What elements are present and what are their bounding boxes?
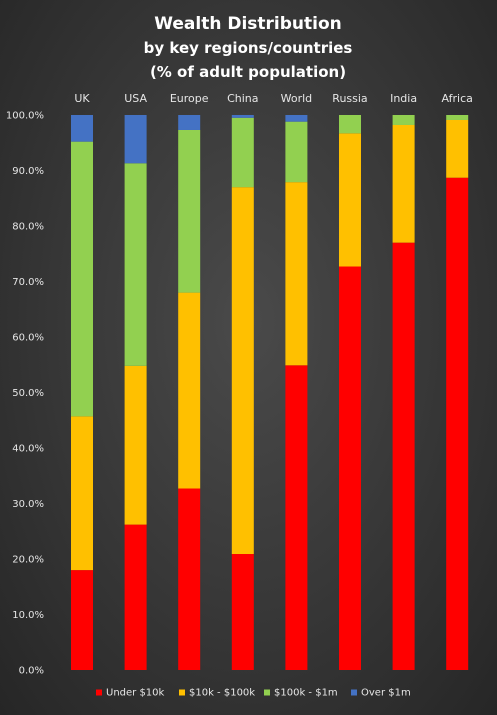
- y-tick-label-4: 40.0%: [12, 444, 44, 455]
- legend-label-1: $10k - $100k: [189, 688, 255, 699]
- bar-usa-series-0: [124, 524, 147, 670]
- bar-usa-series-1: [124, 365, 147, 525]
- legend-swatch-2: [264, 689, 270, 696]
- bar-russia-series-2: [339, 115, 361, 134]
- bar-india-series-1: [392, 124, 415, 243]
- chart-subtitle-line-2: by key regions/countries: [144, 39, 353, 57]
- legend-label-0: Under $10k: [106, 688, 165, 699]
- bar-uk-series-0: [71, 570, 93, 670]
- bar-usa-series-3: [124, 115, 147, 164]
- legend-label-2: $100k - $1m: [274, 688, 338, 699]
- bar-china-series-3: [231, 115, 254, 118]
- y-tick-label-7: 70.0%: [12, 277, 44, 288]
- legend-swatch-3: [351, 689, 357, 696]
- legend-swatch-1: [179, 689, 185, 696]
- category-label-world: World: [281, 92, 313, 105]
- y-tick-label-10: 100.0%: [6, 111, 44, 122]
- category-label-africa: Africa: [442, 92, 473, 105]
- y-tick-label-3: 30.0%: [12, 499, 44, 510]
- y-tick-label-6: 60.0%: [12, 333, 44, 344]
- y-tick-label-0: 0.0%: [19, 666, 44, 677]
- bar-europe-series-1: [178, 292, 201, 489]
- y-axis-ticks: 0.0% 10.0% 20.0% 30.0% 40.0% 50.0% 60.0% 70.0% 8…: [6, 111, 44, 677]
- bar-india-series-2: [392, 115, 415, 125]
- stacked-bars: [71, 115, 469, 670]
- bar-india-series-0: [392, 242, 415, 670]
- bar-usa-series-2: [124, 163, 147, 366]
- category-label-russia: Russia: [332, 92, 367, 105]
- bar-uk-series-2: [71, 141, 93, 417]
- bar-europe-series-0: [178, 488, 201, 670]
- bar-china-series-1: [231, 187, 254, 555]
- bar-uk-series-3: [71, 115, 93, 142]
- category-label-india: India: [390, 92, 417, 105]
- category-label-uk: UK: [74, 92, 90, 105]
- x-axis-category-labels: UK USA Europe China World Russia India Africa: [74, 92, 473, 105]
- bar-world-series-3: [285, 115, 308, 122]
- chart-title: Wealth Distribution by key regions/count…: [144, 14, 353, 81]
- bar-africa-series-2: [446, 115, 469, 120]
- bar-russia-series-0: [339, 266, 361, 670]
- y-tick-label-9: 90.0%: [12, 166, 44, 177]
- bar-europe-series-2: [178, 129, 201, 293]
- chart-subtitle-line-3: (% of adult population): [150, 63, 346, 81]
- bar-uk-series-1: [71, 416, 93, 571]
- bar-world-series-2: [285, 121, 308, 183]
- chart-title-line-1: Wealth Distribution: [154, 14, 342, 34]
- legend-label-3: Over $1m: [361, 688, 411, 699]
- category-label-china: China: [227, 92, 258, 105]
- y-tick-label-2: 20.0%: [12, 555, 44, 566]
- bar-china-series-0: [231, 554, 254, 670]
- y-tick-label-1: 10.0%: [12, 610, 44, 621]
- bar-china-series-2: [231, 117, 254, 188]
- category-label-europe: Europe: [170, 92, 209, 105]
- y-tick-label-8: 80.0%: [12, 222, 44, 233]
- bar-africa-series-1: [446, 119, 469, 178]
- bar-russia-series-1: [339, 133, 361, 267]
- y-tick-label-5: 50.0%: [12, 388, 44, 399]
- bar-europe-series-3: [178, 115, 201, 130]
- legend-swatch-0: [96, 689, 102, 696]
- chart-legend: Under $10k $10k - $100k $100k - $1m Over $1…: [96, 688, 411, 699]
- bar-world-series-1: [285, 182, 308, 366]
- bar-world-series-0: [285, 365, 308, 670]
- category-label-usa: USA: [124, 92, 147, 105]
- bar-africa-series-0: [446, 177, 469, 670]
